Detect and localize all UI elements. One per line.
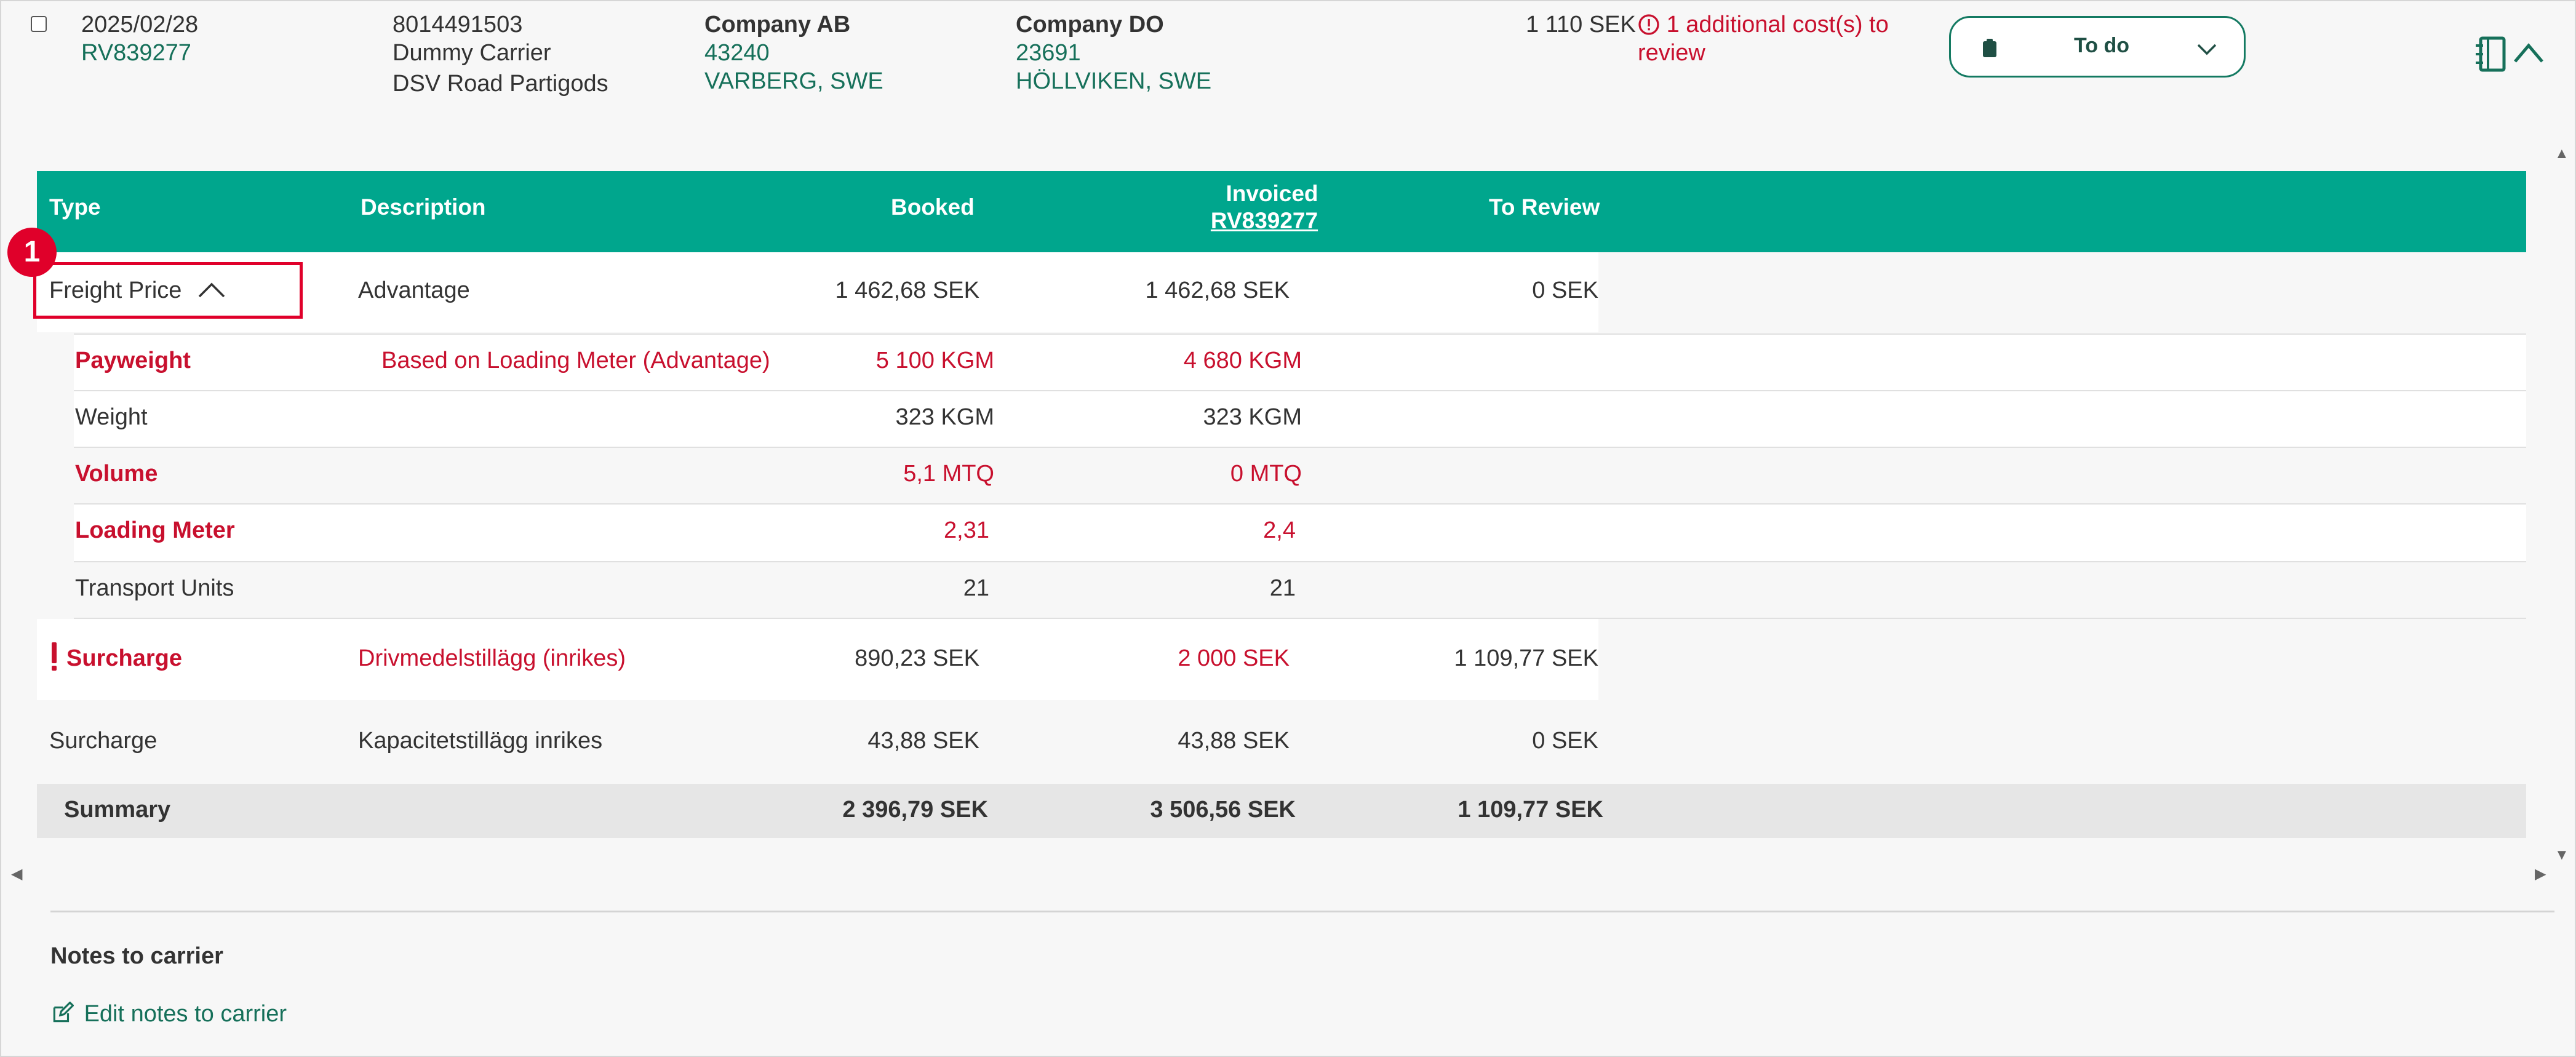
detail-booked: 21 xyxy=(963,575,989,601)
chevron-up-icon[interactable] xyxy=(197,281,226,299)
header-description: Description xyxy=(361,194,486,220)
status-dropdown[interactable]: To do xyxy=(1949,16,2246,78)
freight-to-review: 0 SEK xyxy=(1532,277,1598,303)
scroll-left-arrow[interactable]: ◀ xyxy=(11,866,23,882)
freight-description: Advantage xyxy=(358,277,470,303)
exclamation-icon xyxy=(52,642,57,671)
row-separator xyxy=(74,503,2526,505)
detail-booked: 5,1 MTQ xyxy=(903,461,994,487)
receiver-postal-code: 23691 xyxy=(1016,40,1081,66)
review-notice-line2: review xyxy=(1638,40,1705,66)
summary-invoiced: 3 506,56 SEK xyxy=(1150,797,1296,823)
row-separator xyxy=(74,390,2526,391)
freight-invoiced: 1 462,68 SEK xyxy=(1145,277,1290,303)
summary-row xyxy=(37,784,2526,838)
surcharge-invoiced: 43,88 SEK xyxy=(1178,728,1290,754)
receiver-company: Company DO xyxy=(1016,12,1164,38)
row-separator xyxy=(74,333,2526,335)
surcharge-booked: 890,23 SEK xyxy=(855,645,979,671)
surcharge-row xyxy=(37,619,1598,700)
alert-circle-icon xyxy=(1638,14,1659,35)
row-separator xyxy=(74,447,2526,448)
surcharge-type: Surcharge xyxy=(66,645,182,671)
surcharge-invoiced: 2 000 SEK xyxy=(1178,645,1290,671)
detail-invoiced: 4 680 KGM xyxy=(1183,348,1302,373)
detail-row-loading-meter xyxy=(74,505,2526,561)
shipment-date: 2025/02/28 xyxy=(81,12,199,38)
carrier-name: Dummy Carrier xyxy=(393,40,551,66)
detail-invoiced: 2,4 xyxy=(1263,517,1296,543)
clipboard-icon xyxy=(1983,39,1996,57)
freight-type[interactable]: Freight Price xyxy=(49,277,226,304)
edit-icon xyxy=(53,1001,74,1023)
header-to-review: To Review xyxy=(1489,194,1600,220)
scroll-up-arrow[interactable]: ▲ xyxy=(2554,145,2569,162)
surcharge-type: Surcharge xyxy=(49,728,158,754)
scroll-right-arrow[interactable]: ▶ xyxy=(2535,866,2546,882)
row-select-checkbox[interactable] xyxy=(31,16,47,32)
surcharge-to-review: 0 SEK xyxy=(1532,728,1598,754)
row-separator xyxy=(74,561,2526,562)
notebook-icon[interactable] xyxy=(2472,36,2509,73)
freight-row xyxy=(37,252,1598,332)
review-notice: 1 additional cost(s) to xyxy=(1638,11,1889,38)
status-label: To do xyxy=(2074,34,2129,57)
chevron-down-icon xyxy=(2197,44,2217,55)
header-invoiced-ref-link[interactable]: RV839277 xyxy=(1210,208,1318,233)
section-divider xyxy=(50,911,2554,912)
sender-city: VARBERG, SWE xyxy=(704,68,883,94)
detail-row-transport-units xyxy=(74,562,2526,618)
summary-booked: 2 396,79 SEK xyxy=(842,797,988,823)
freight-booked: 1 462,68 SEK xyxy=(835,277,979,303)
detail-booked: 2,31 xyxy=(944,517,989,543)
detail-label: Weight xyxy=(75,404,148,430)
header-type: Type xyxy=(49,194,101,220)
sender-company: Company AB xyxy=(704,12,851,38)
detail-label: Loading Meter xyxy=(75,517,235,543)
header-booked: Booked xyxy=(891,194,975,220)
detail-invoiced: 0 MTQ xyxy=(1230,461,1302,487)
surcharge-booked: 43,88 SEK xyxy=(867,728,979,754)
detail-booked: 323 KGM xyxy=(895,404,994,430)
detail-label: Transport Units xyxy=(75,575,234,601)
detail-row-volume xyxy=(74,448,2526,503)
summary-to-review: 1 109,77 SEK xyxy=(1457,797,1603,823)
cost-table-header: Type Description Booked Invoiced RV83927… xyxy=(37,171,2526,252)
detail-description: Based on Loading Meter (Advantage) xyxy=(381,348,770,373)
detail-label: Volume xyxy=(75,461,158,487)
detail-row-weight xyxy=(74,391,2526,447)
shipment-amount: 1 110 SEK xyxy=(1526,12,1636,38)
receiver-city: HÖLLVIKEN, SWE xyxy=(1016,68,1212,94)
summary-label: Summary xyxy=(64,797,171,823)
carrier-service: DSV Road Partigods xyxy=(393,71,608,97)
surcharge-description: Drivmedelstillägg (inrikes) xyxy=(358,645,626,671)
scroll-down-arrow[interactable]: ▼ xyxy=(2554,847,2569,863)
header-invoiced: Invoiced xyxy=(1226,181,1318,206)
detail-label: Payweight xyxy=(75,348,191,373)
detail-row-payweight xyxy=(74,335,2526,390)
detail-booked: 5 100 KGM xyxy=(875,348,994,373)
sender-postal-code: 43240 xyxy=(704,40,770,66)
surcharge-description: Kapacitetstillägg inrikes xyxy=(358,728,603,754)
shipment-reference-link[interactable]: RV839277 xyxy=(81,40,191,66)
detail-invoiced: 21 xyxy=(1269,575,1296,601)
tracking-number: 8014491503 xyxy=(393,12,523,38)
detail-invoiced: 323 KGM xyxy=(1203,404,1302,430)
highlight-box xyxy=(33,262,303,319)
chevron-up-icon[interactable] xyxy=(2513,41,2545,65)
edit-notes-link[interactable]: Edit notes to carrier xyxy=(50,1000,287,1027)
row-separator xyxy=(74,618,2526,619)
freight-type-label: Freight Price xyxy=(49,277,182,303)
annotation-badge: 1 xyxy=(7,228,57,277)
edit-notes-label: Edit notes to carrier xyxy=(84,1001,287,1027)
surcharge-row xyxy=(37,700,1598,784)
review-notice-text: 1 additional cost(s) to xyxy=(1666,12,1889,38)
notes-title: Notes to carrier xyxy=(50,943,223,969)
surcharge-to-review: 1 109,77 SEK xyxy=(1454,645,1598,671)
